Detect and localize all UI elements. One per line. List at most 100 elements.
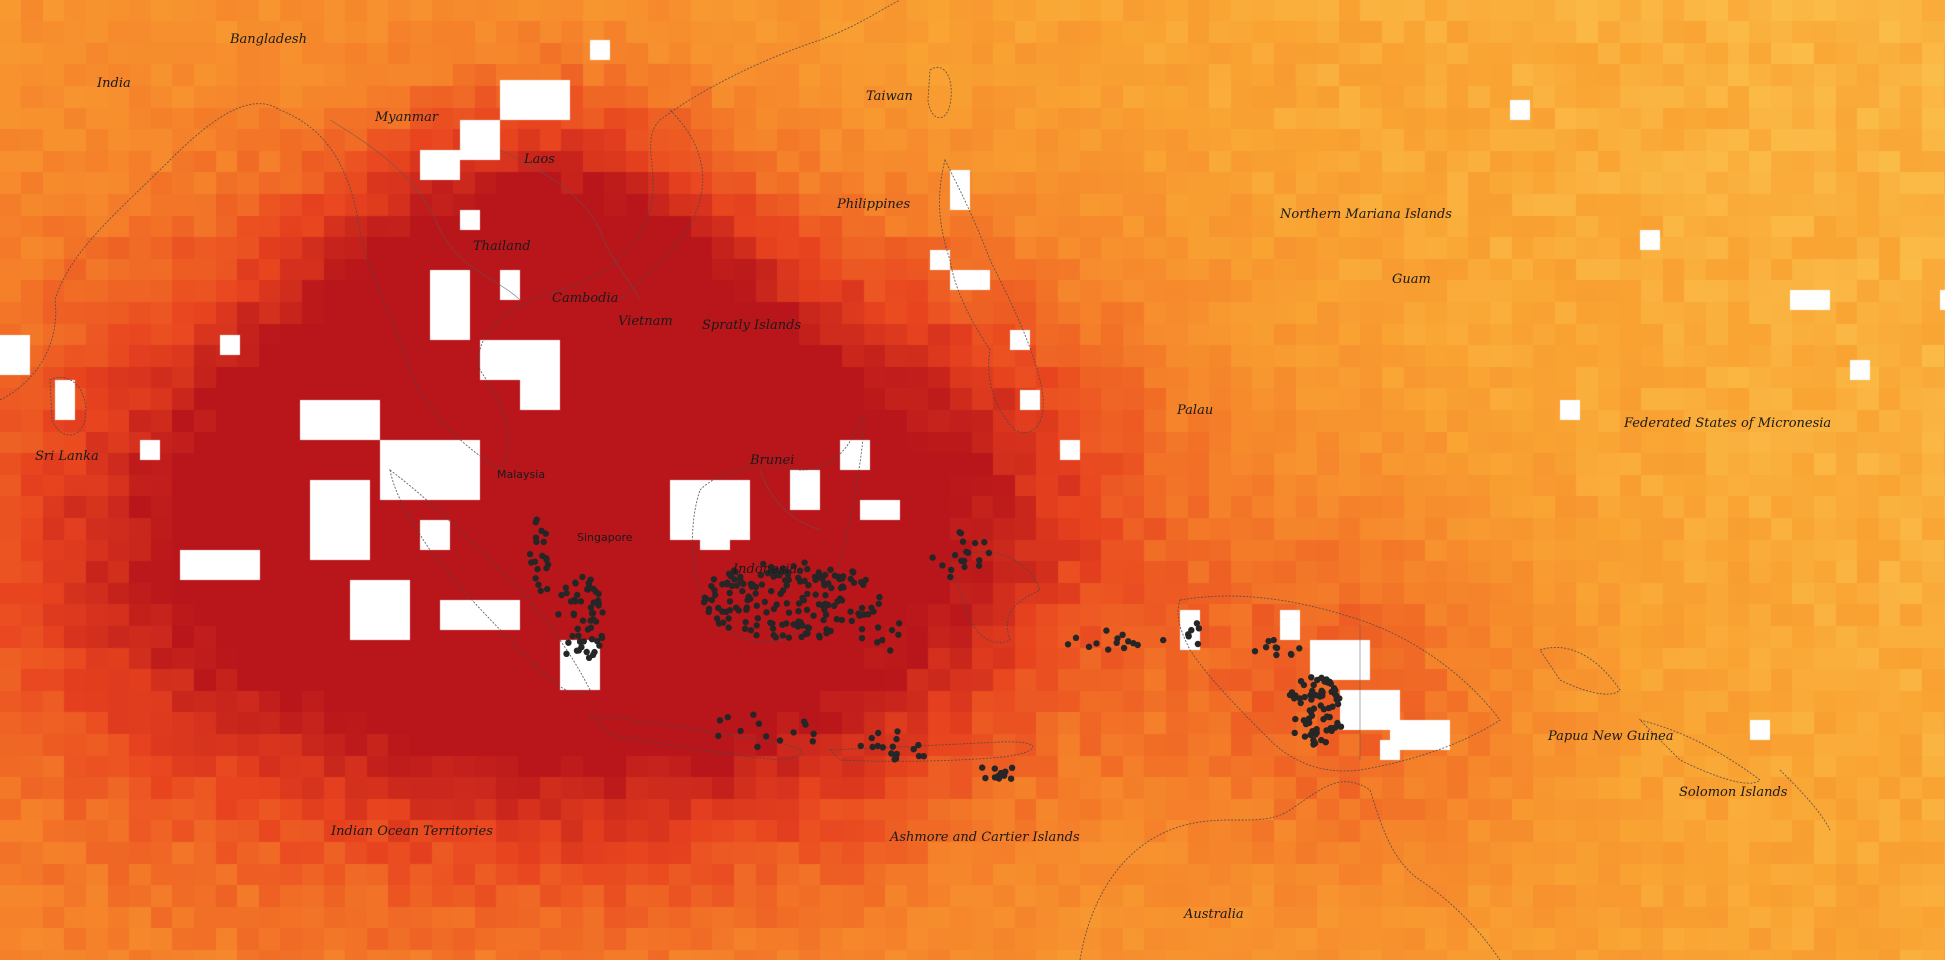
fire-hotspot-point: [879, 744, 886, 751]
fire-hotspot-point: [831, 602, 838, 609]
fire-hotspot-point: [991, 765, 998, 772]
fire-hotspot-point: [543, 564, 550, 572]
fire-hotspot-point: [805, 624, 813, 632]
fire-hotspot-point: [783, 620, 790, 627]
fire-hotspot-point: [1251, 648, 1259, 655]
fire-hotspot-point: [712, 591, 719, 599]
fire-hotspot-point: [1113, 639, 1120, 646]
fire-hotspot-point: [1310, 736, 1317, 744]
fire-hotspot-point: [785, 576, 792, 584]
fire-hotspot-point: [577, 598, 585, 605]
fire-hotspot-point: [769, 625, 777, 632]
fire-hotspot-point: [735, 607, 742, 614]
fire-hotspot-point: [1334, 719, 1341, 727]
fire-hotspot-point: [858, 635, 866, 642]
fire-hotspot-point: [895, 631, 902, 638]
fire-hotspot-point: [810, 730, 817, 737]
fire-hotspot-point: [1292, 715, 1299, 723]
fire-hotspot-point: [737, 727, 744, 735]
fire-hotspot-point: [711, 587, 718, 594]
fire-hotspot-point: [1336, 695, 1343, 702]
label-vietnam: Vietnam: [618, 314, 673, 329]
fire-hotspot-point: [847, 575, 854, 583]
fire-hotspot-point: [805, 582, 812, 589]
fire-hotspot-point: [795, 600, 803, 607]
fire-hotspot-point: [1072, 634, 1080, 641]
fire-hotspot-point: [920, 753, 927, 760]
label-micronesia: Federated States of Micronesia: [1623, 416, 1831, 431]
label-philippines: Philippines: [836, 197, 910, 212]
fire-hotspot-point: [715, 732, 722, 740]
fire-hotspot-point: [893, 735, 900, 743]
fire-hotspot-point: [971, 539, 979, 547]
fire-hotspot-point: [753, 632, 760, 639]
fire-hotspot-point: [982, 774, 989, 782]
place-labels: Bangladesh India Myanmar Laos Taiwan Phi…: [35, 32, 1831, 922]
fire-hotspot-point: [1119, 631, 1126, 638]
label-malaysia: Malaysia: [497, 468, 545, 481]
fire-hotspot-point: [1310, 705, 1318, 712]
fire-hotspot-point: [820, 616, 827, 624]
label-palau: Palau: [1176, 403, 1213, 418]
fire-hotspot-point: [733, 582, 741, 589]
fire-hotspot-point: [1312, 692, 1320, 699]
fire-hotspot-point: [821, 606, 828, 613]
fire-hotspot-point: [570, 610, 577, 617]
fire-hotspot-point: [757, 571, 765, 579]
fire-hotspot-point: [1323, 727, 1330, 734]
fire-hotspot-point: [727, 572, 735, 579]
fire-hotspot-point: [1193, 620, 1201, 627]
fire-hotspot-point: [743, 604, 751, 611]
fire-hotspot-point: [795, 574, 802, 581]
fire-hotspot-point: [753, 602, 760, 609]
label-cambodia: Cambodia: [552, 291, 618, 306]
fire-hotspot-point: [875, 729, 882, 737]
fire-hotspot-point: [849, 568, 856, 575]
fire-hotspot-point: [822, 611, 830, 618]
fire-hotspot-point: [588, 610, 596, 617]
label-indonesia: Indonesia: [732, 562, 797, 577]
label-australia: Australia: [1183, 907, 1244, 922]
fire-hotspot-point: [985, 549, 993, 557]
fire-hotspot-point: [585, 579, 593, 587]
fire-hotspot-point: [742, 619, 749, 626]
fire-hotspot-point: [809, 738, 816, 745]
fire-hotspot-point: [741, 625, 749, 632]
fire-hotspot-point: [959, 538, 967, 545]
fire-hotspot-point: [1306, 719, 1313, 726]
fire-hotspot-point: [1194, 640, 1202, 648]
fire-hotspot-point: [773, 601, 780, 608]
fire-hotspot-point: [770, 631, 777, 639]
fire-hotspot-point: [1270, 636, 1277, 644]
fire-hotspot-point: [776, 737, 784, 744]
fire-hotspot-point: [888, 626, 896, 634]
fire-hotspot-point: [1286, 691, 1294, 699]
fire-hotspot-point: [725, 615, 732, 622]
fire-hotspot-point: [732, 568, 739, 576]
fire-hotspot-point: [572, 579, 579, 586]
fire-hotspot-point: [961, 563, 968, 571]
label-solomon-islands: Solomon Islands: [1679, 785, 1788, 800]
fire-hotspot-point: [532, 575, 539, 582]
fire-hotspot-point: [754, 743, 761, 750]
fire-hotspot-point: [713, 615, 721, 622]
fire-hotspot-point: [739, 587, 746, 595]
fire-hotspot-point: [590, 616, 597, 623]
fire-hotspot-point: [1273, 651, 1280, 659]
fire-hotspot-point: [1007, 775, 1015, 782]
label-guam: Guam: [1392, 272, 1431, 287]
fire-hotspot-point: [755, 720, 763, 727]
fire-hotspot-point: [1160, 636, 1167, 644]
fire-hotspot-point: [1307, 731, 1314, 739]
fire-hotspot-point: [750, 711, 757, 718]
fire-hotspot-point: [1296, 695, 1304, 702]
fire-hotspot-point: [1334, 700, 1342, 708]
fire-hotspot-point: [869, 743, 876, 751]
fire-hotspot-point: [1120, 644, 1128, 652]
fire-hotspot-point: [790, 621, 797, 628]
fire-hotspot-point: [752, 590, 759, 597]
fire-hotspot-point: [573, 647, 581, 654]
fire-hotspot-point: [1185, 631, 1192, 638]
